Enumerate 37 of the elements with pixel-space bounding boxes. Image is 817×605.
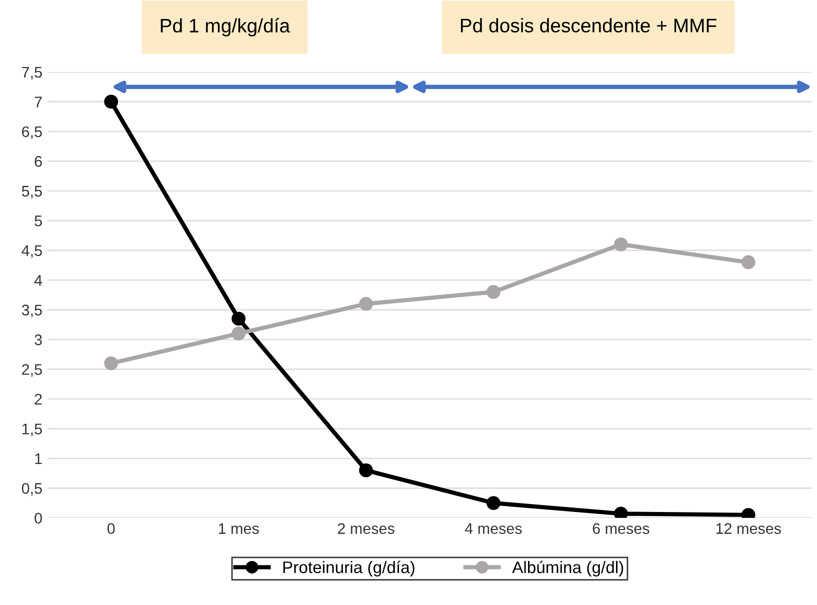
point [232, 312, 246, 326]
y-tick-label: 7 [34, 96, 42, 108]
y-tick-label: 2,5 [22, 364, 42, 377]
point [232, 326, 246, 341]
point [741, 255, 756, 270]
y-tick-label: 3 [34, 334, 42, 346]
x-tick-label: 12 meses [716, 523, 781, 534]
legend-label: Albúmina (g/dl) [512, 560, 624, 576]
x-tick-label: 2 meses [338, 523, 394, 534]
y-tick-label: 0,5 [22, 483, 42, 496]
x-tick-label: 1 mes [218, 523, 259, 534]
y-tick-label: 0 [34, 512, 42, 524]
point [359, 463, 373, 478]
text: Pd dosis descendente + MMF [460, 18, 716, 32]
x-tick-label: 6 meses [592, 523, 650, 534]
point [486, 496, 500, 510]
legend-label: Proteinuria (g/día) [283, 560, 414, 576]
y-tick-label: 1 [35, 453, 42, 464]
y-tick-label: 7,5 [22, 67, 42, 80]
point [104, 94, 118, 109]
y-tick-label: 2 [34, 394, 42, 405]
y-tick-label: 6,5 [22, 126, 42, 139]
point [359, 296, 373, 311]
text: Pd 1 mg/kg/día [160, 18, 290, 36]
y-tick-label: 6 [34, 156, 42, 167]
point [104, 356, 118, 370]
y-tick-label: 1,5 [22, 424, 42, 436]
y-tick-label: 4 [34, 275, 42, 286]
point [614, 237, 628, 252]
y-tick-label: 5 [34, 216, 42, 226]
point [486, 285, 500, 299]
x-tick-label: 0 [107, 523, 115, 534]
y-tick-label: 3,5 [22, 304, 42, 318]
y-tick-label: 5,5 [22, 186, 42, 198]
y-tick-label: 4,5 [22, 245, 42, 258]
x-tick-label: 4 meses [464, 523, 522, 534]
point [614, 506, 628, 518]
